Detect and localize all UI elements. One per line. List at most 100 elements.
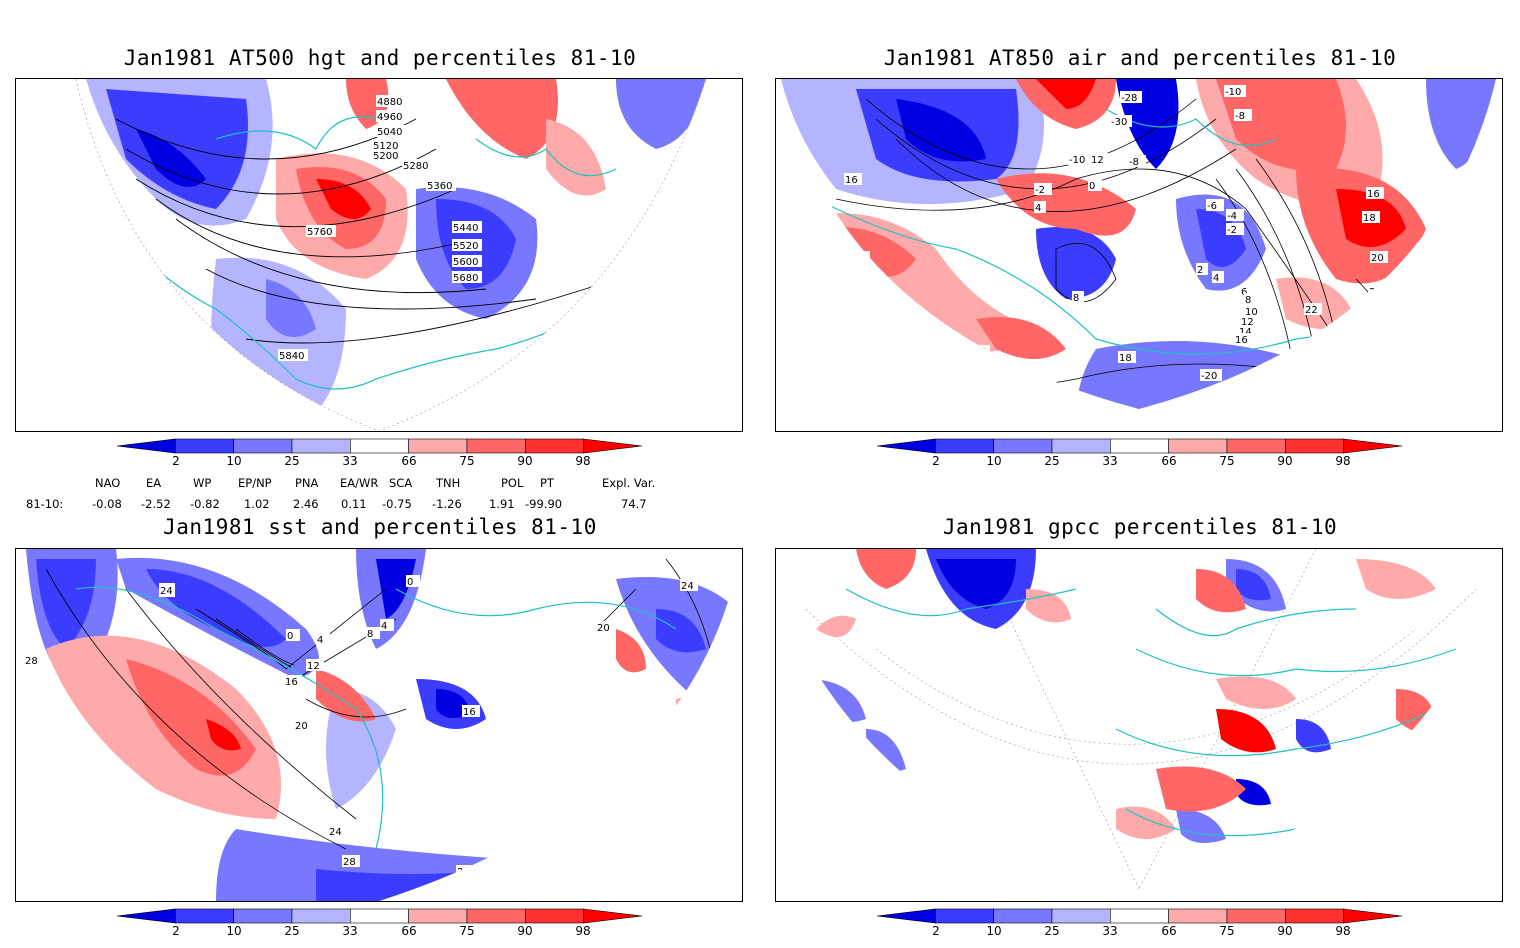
contour-label: 4880 — [377, 97, 402, 108]
contour-label: 8 — [367, 629, 373, 640]
index-header: POL — [501, 476, 524, 490]
index-value: 0.11 — [341, 497, 367, 511]
colorbar-tick: 75 — [1219, 454, 1235, 468]
contour-label: -10 — [1069, 155, 1085, 166]
colorbar-swatch — [1343, 438, 1403, 454]
contour-label: 5200 — [373, 151, 398, 162]
contour-label: 4 — [381, 621, 387, 632]
contour-label: 5680 — [453, 273, 478, 284]
panel-title-air850: Jan1981 AT850 air and percentiles 81-10 — [883, 46, 1397, 70]
index-header: NAO — [95, 476, 121, 490]
contour-label: 24 — [160, 586, 173, 597]
contour-label: -10 — [1225, 87, 1241, 98]
contour-label: 20 — [295, 721, 308, 732]
colorbar-tick: 66 — [1161, 454, 1177, 468]
colorbar-tick: 33 — [342, 924, 358, 938]
colorbar-tick: 98 — [575, 454, 591, 468]
colorbar-tick: 25 — [1044, 454, 1060, 468]
colorbar-swatch — [1226, 438, 1286, 454]
contour-label: 28 — [457, 867, 470, 878]
map-hgt500: 4880 4960 5040 5120 5200 5280 5360 5440 … — [75, 79, 707, 431]
colorbar-tick: 75 — [459, 454, 475, 468]
contour-label: 16 — [973, 347, 986, 358]
colorbar-swatch — [583, 908, 643, 924]
contour-label: -20 — [1201, 371, 1217, 382]
colorbar-swatch — [1168, 908, 1228, 924]
contour-label: 12 — [1091, 155, 1104, 166]
contour-label: -30 — [1111, 117, 1127, 128]
map-panel-air850: -10 -8 -28 -30 -10 12 -8 -2 0 -6 -4 -2 4… — [775, 78, 1503, 432]
colorbar-swatch — [291, 438, 351, 454]
contour-label: 4 — [317, 635, 323, 646]
colorbar-tick: 10 — [986, 454, 1002, 468]
index-value: -2.52 — [141, 497, 171, 511]
index-header: EA — [146, 476, 162, 490]
index-header: WP — [193, 476, 212, 490]
index-value: 1.91 — [489, 497, 515, 511]
colorbar-swatch — [116, 438, 176, 454]
contour-label: 6 — [1241, 287, 1247, 298]
contour-label: 5760 — [307, 227, 332, 238]
colorbar-tick: 2 — [932, 924, 940, 938]
colorbar-swatch — [1051, 438, 1111, 454]
colorbar-tick: 33 — [342, 454, 358, 468]
contour-label: 5360 — [427, 181, 452, 192]
colorbar-gpcc: 2 10 25 33 66 75 90 98 — [876, 908, 1407, 948]
contour-label: 10 — [1245, 307, 1258, 318]
colorbar-tick: 98 — [1335, 454, 1351, 468]
contour-label: 16 — [845, 175, 858, 186]
colorbar-swatch — [1110, 908, 1169, 924]
contour-label: 5120 — [373, 141, 398, 152]
colorbar-swatch — [175, 908, 234, 924]
colorbar-swatch — [1343, 908, 1403, 924]
panel-title-sst: Jan1981 sst and percentiles 81-10 — [163, 515, 597, 539]
contour-label: 24 — [329, 827, 342, 838]
index-header: EA/WR — [340, 476, 379, 490]
colorbar-tick: 10 — [986, 924, 1002, 938]
contour-label: -8 — [1235, 111, 1245, 122]
contour-label: 5840 — [279, 351, 304, 362]
index-row-label: 81-10: — [26, 497, 64, 511]
colorbar-swatches — [876, 908, 1403, 924]
contour-label: -8 — [1129, 157, 1139, 168]
index-value: 74.7 — [621, 497, 647, 511]
contour-label: 18 — [1235, 385, 1248, 396]
index-value: 1.02 — [244, 497, 270, 511]
colorbar-tick: 66 — [401, 924, 417, 938]
contour-label: 2 — [1197, 265, 1203, 276]
colorbar-swatches — [876, 438, 1403, 454]
colorbar-swatch — [408, 908, 468, 924]
index-value: -99.90 — [525, 497, 563, 511]
contour-label: 18 — [853, 253, 866, 264]
colorbar-swatch — [466, 438, 526, 454]
contour-label: 12 — [1241, 317, 1254, 328]
contour-label: -2 — [1227, 225, 1237, 236]
colorbar-tick: 2 — [172, 924, 180, 938]
colorbar-swatch — [1226, 908, 1286, 924]
index-value: 2.46 — [293, 497, 319, 511]
panel-title-hgt500: Jan1981 AT500 hgt and percentiles 81-10 — [123, 46, 637, 70]
colorbar-tick: 2 — [172, 454, 180, 468]
map-panel-sst: 28 24 0 4 8 4 12 16 16 20 24 28 28 24 20… — [15, 548, 743, 902]
colorbar-tick: 2 — [932, 454, 940, 468]
colorbar-tick: 25 — [284, 924, 300, 938]
colorbar-swatch — [993, 908, 1053, 924]
contour-label: 20 — [1381, 343, 1394, 354]
contour-label: 8 — [1073, 293, 1079, 304]
colorbar-swatch — [525, 908, 584, 924]
colorbar-swatch — [291, 908, 351, 924]
contour-label: 8 — [1245, 295, 1251, 306]
contour-label: 20 — [597, 623, 610, 634]
contour-label: 22 — [1305, 305, 1318, 316]
contour-label: 16 — [1367, 189, 1380, 200]
colorbar-swatch — [1285, 908, 1344, 924]
contour-label: 4960 — [377, 112, 402, 123]
contour-label: -4 — [1227, 211, 1237, 222]
contour-label: 5440 — [453, 223, 478, 234]
colorbar-swatch — [116, 908, 176, 924]
map-panel-gpcc — [775, 548, 1503, 902]
contour-label: 24 — [681, 581, 694, 592]
colorbar-swatches — [116, 908, 643, 924]
contour-label: 16 — [1235, 335, 1248, 346]
contour-label: 14 — [1239, 327, 1252, 338]
